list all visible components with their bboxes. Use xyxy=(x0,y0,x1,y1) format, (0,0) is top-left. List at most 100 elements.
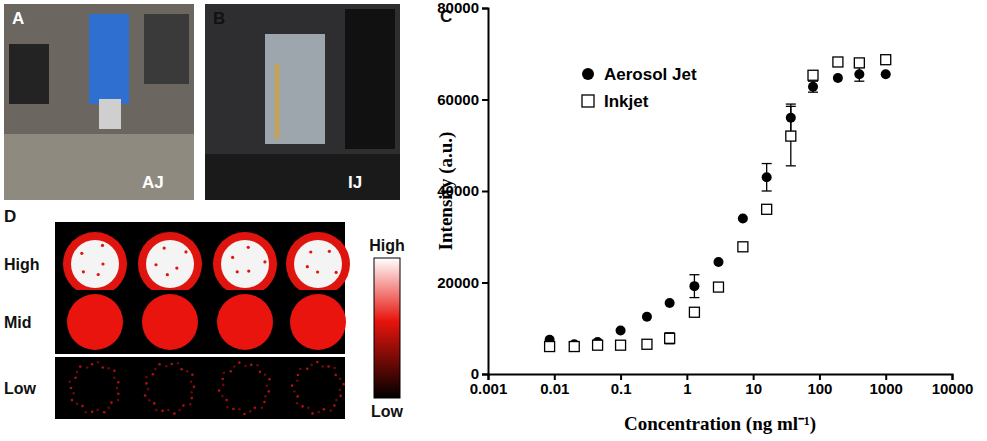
row-label: Mid xyxy=(4,314,32,331)
spot-speck xyxy=(86,366,89,369)
point xyxy=(738,213,748,223)
spot-speck xyxy=(317,411,320,414)
tick-mark xyxy=(482,191,488,193)
tick-label: 100 xyxy=(807,380,832,397)
photo: AAJ xyxy=(4,4,194,200)
point xyxy=(689,281,699,291)
spot-speck xyxy=(101,262,104,265)
spot-speck xyxy=(233,365,236,368)
spot-speck xyxy=(189,403,192,406)
spot-speck xyxy=(163,246,166,249)
spot-speck xyxy=(97,273,100,276)
spot-speck xyxy=(223,371,226,374)
tick: 0.1 xyxy=(611,374,632,397)
spot-speck xyxy=(309,250,312,253)
spot-speck xyxy=(243,413,246,416)
colorbar-label: Low xyxy=(371,403,404,420)
point xyxy=(854,69,864,79)
spot-speck xyxy=(296,379,299,382)
tick: 1 xyxy=(683,374,691,397)
spot-speck xyxy=(117,381,120,384)
photo: BIJ xyxy=(205,4,400,200)
point xyxy=(762,204,772,214)
spot-speck xyxy=(178,409,181,412)
spot-speck xyxy=(293,390,296,393)
spot-speck xyxy=(81,405,84,408)
tick: 0.01 xyxy=(540,374,569,397)
point xyxy=(833,57,843,67)
spot-speck xyxy=(173,412,176,415)
spot-speck xyxy=(70,387,73,390)
spot-speck xyxy=(79,365,82,368)
error-bar-cap xyxy=(689,274,699,275)
spot-speck xyxy=(244,365,247,368)
tick: 0 xyxy=(471,365,488,382)
spot-speck xyxy=(232,408,235,411)
photo-detail xyxy=(265,34,325,144)
spot-speck xyxy=(167,409,170,412)
spot-speck xyxy=(250,364,253,367)
photo-detail xyxy=(205,154,400,200)
error-bar-cap xyxy=(786,165,796,166)
spot-speck xyxy=(145,376,148,379)
spot-speck xyxy=(226,406,229,409)
legend-label: Inkjet xyxy=(604,92,649,111)
spot-speck xyxy=(97,361,100,364)
spot-speck xyxy=(329,409,332,412)
spot-speck xyxy=(259,371,262,374)
spot-speck xyxy=(110,401,113,404)
spot-speck xyxy=(310,364,313,367)
spot-speck xyxy=(182,404,185,407)
point xyxy=(833,73,843,83)
spot-speck xyxy=(268,378,271,381)
spot-speck xyxy=(254,406,257,409)
spot-speck xyxy=(74,376,77,379)
point xyxy=(881,69,891,79)
spot-speck xyxy=(184,250,187,253)
point xyxy=(762,172,772,182)
tick: 1000 xyxy=(870,374,903,397)
photo-tag: IJ xyxy=(348,173,362,192)
tick-label: 1000 xyxy=(870,380,903,397)
spot-speck xyxy=(191,373,194,376)
tick-label: 80000 xyxy=(437,0,479,16)
spot-speck xyxy=(80,252,83,255)
point xyxy=(808,82,818,92)
spot-speck xyxy=(190,397,193,400)
point xyxy=(642,339,652,349)
point xyxy=(689,307,699,317)
axis-title: Concentration (ng ml⁻¹) xyxy=(624,413,816,435)
tick: 10 xyxy=(745,374,762,397)
tick-mark xyxy=(482,282,488,284)
spot-speck xyxy=(342,383,345,386)
spot-speck xyxy=(96,409,99,412)
spot-speck xyxy=(221,395,224,398)
tick: 80000 xyxy=(437,0,488,16)
spot-speck xyxy=(145,382,148,385)
error-bar-cap xyxy=(854,81,864,82)
spot-speck xyxy=(238,408,241,411)
spot-speck xyxy=(238,361,241,364)
spot-speck xyxy=(175,267,178,270)
spot xyxy=(142,294,198,350)
axis-line xyxy=(482,9,489,375)
error-bar-cap xyxy=(689,297,699,298)
panel-label: D xyxy=(4,207,16,226)
tick-label: 10000 xyxy=(932,380,974,397)
spot-speck xyxy=(103,411,106,414)
spot xyxy=(217,294,273,350)
spot-speck xyxy=(299,368,302,371)
legend: Aerosol JetInkjet xyxy=(582,65,697,111)
spot-speck xyxy=(154,368,157,371)
spot-speck xyxy=(116,387,119,390)
spot-speck xyxy=(301,405,304,408)
error-bar-cap xyxy=(808,92,818,93)
spot-speck xyxy=(335,271,338,274)
spot-speck xyxy=(335,399,338,402)
figure: AAJBIJDHighMidLowHighLowC0.0010.010.1110… xyxy=(0,0,987,441)
series xyxy=(545,67,891,349)
photo-detail xyxy=(4,134,194,200)
point xyxy=(854,58,864,68)
spot-speck xyxy=(263,260,266,263)
row-label: Low xyxy=(4,380,37,397)
